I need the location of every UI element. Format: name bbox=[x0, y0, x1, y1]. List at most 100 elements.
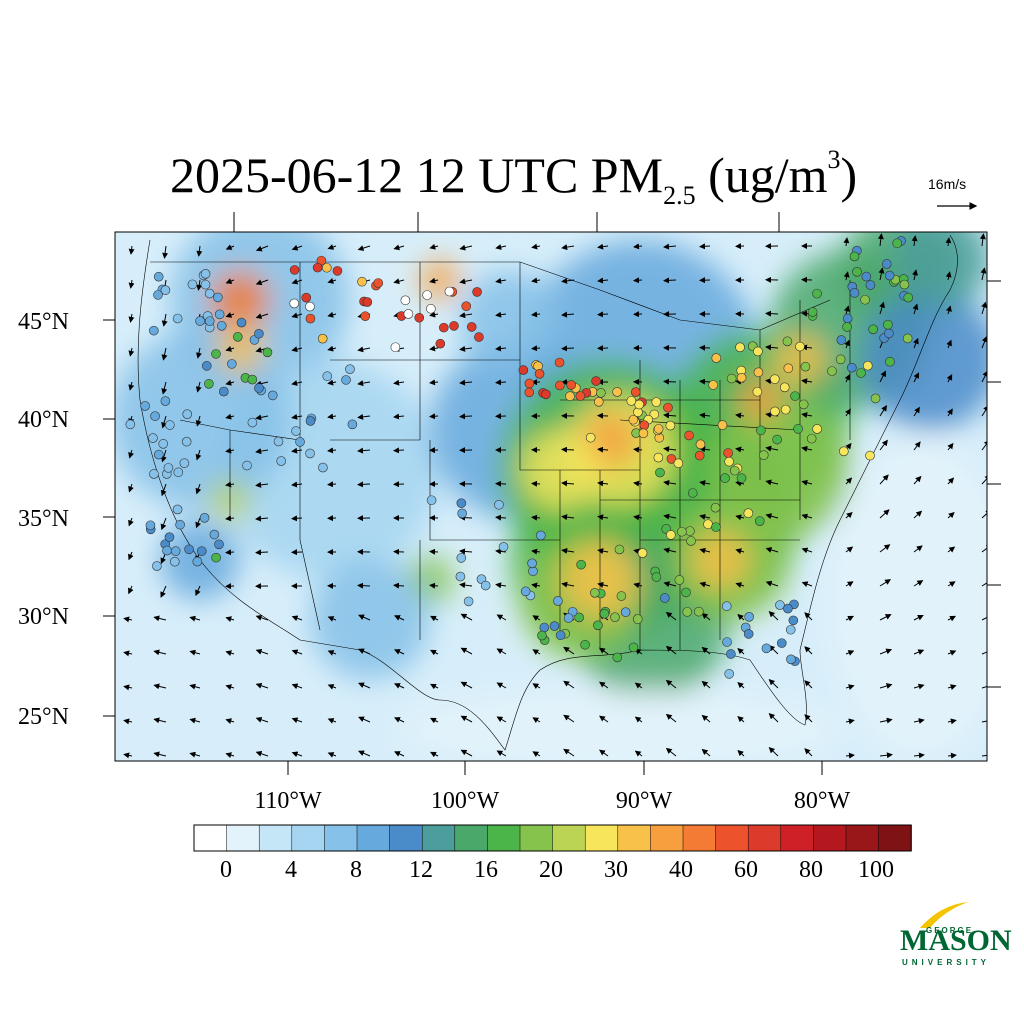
wind-vector bbox=[663, 479, 677, 486]
monitor-station bbox=[726, 373, 737, 384]
monitor-station bbox=[162, 545, 172, 556]
monitor-station bbox=[322, 371, 333, 382]
wind-vector bbox=[532, 683, 541, 689]
wind-vector bbox=[225, 413, 235, 420]
monitor-station bbox=[204, 316, 215, 326]
wind-vector bbox=[429, 548, 439, 555]
monitor-station bbox=[722, 637, 732, 647]
monitor-station bbox=[596, 388, 606, 398]
wind-vector bbox=[947, 615, 957, 622]
wind-vector bbox=[531, 548, 541, 555]
monitor-station bbox=[842, 322, 852, 332]
monitor-station bbox=[455, 571, 466, 582]
wind-vector bbox=[123, 650, 133, 657]
monitor-station bbox=[798, 399, 809, 410]
wind-vector bbox=[459, 413, 473, 420]
monitor-station bbox=[903, 292, 914, 303]
monitor-station bbox=[214, 539, 224, 550]
monitor-station bbox=[555, 380, 565, 391]
wind-vector bbox=[393, 413, 405, 420]
wind-vector bbox=[160, 483, 167, 497]
monitor-station bbox=[836, 335, 847, 345]
gmu-logo: GEORGE MASON UNIVERSITY bbox=[898, 900, 1012, 970]
wind-vector bbox=[161, 381, 168, 395]
monitor-station bbox=[711, 353, 722, 363]
monitor-station bbox=[289, 298, 300, 309]
monitor-station bbox=[628, 642, 639, 653]
wind-vector bbox=[123, 616, 133, 623]
wind-vector bbox=[801, 547, 813, 554]
monitor-station bbox=[247, 417, 258, 428]
wind-vector bbox=[394, 649, 405, 655]
monitor-station bbox=[341, 375, 351, 385]
wind-vector bbox=[877, 233, 884, 247]
wind-vector bbox=[531, 514, 541, 521]
wind-vector bbox=[153, 717, 167, 724]
monitor-station bbox=[684, 430, 694, 441]
wind-vector bbox=[495, 277, 507, 284]
monitor-station bbox=[753, 367, 764, 378]
monitor-station bbox=[247, 374, 258, 385]
wind-vector bbox=[737, 681, 745, 689]
wind-vector bbox=[291, 481, 303, 488]
wind-vector bbox=[128, 245, 135, 255]
colorbar-swatch bbox=[194, 825, 228, 851]
monitor-station bbox=[708, 380, 718, 390]
monitor-station bbox=[539, 622, 550, 633]
wind-vector bbox=[358, 750, 371, 757]
wind-vector bbox=[255, 279, 269, 286]
monitor-station bbox=[743, 508, 754, 519]
wind-vector bbox=[429, 345, 439, 352]
wind-vector bbox=[291, 312, 303, 319]
wind-vector bbox=[459, 548, 473, 555]
wind-vector bbox=[255, 648, 269, 655]
wind-vector bbox=[663, 446, 677, 453]
figure-title: 2025-06-12 12 UTC PM2.5 (ug/m3) bbox=[170, 145, 858, 210]
wind-vector bbox=[327, 447, 337, 454]
wind-vector bbox=[981, 335, 987, 349]
wind-vector bbox=[879, 439, 888, 451]
colorbar-swatch bbox=[878, 825, 912, 851]
colorbar-swatch bbox=[454, 825, 488, 851]
monitor-station bbox=[474, 332, 484, 342]
monitor-station bbox=[663, 402, 673, 413]
monitor-station bbox=[653, 424, 664, 434]
wind-vector bbox=[597, 446, 609, 453]
wind-vector bbox=[327, 311, 337, 318]
lat-label-35: 35°N bbox=[18, 506, 69, 532]
wind-vector bbox=[947, 752, 957, 759]
wind-vector bbox=[845, 718, 855, 725]
wind-vector bbox=[699, 581, 711, 588]
monitor-station bbox=[158, 439, 169, 449]
wind-vector bbox=[845, 408, 851, 417]
monitor-station bbox=[242, 460, 252, 471]
wind-vector bbox=[162, 245, 169, 259]
monitor-station bbox=[456, 498, 467, 508]
monitor-station bbox=[812, 288, 822, 299]
wind-vector bbox=[429, 649, 439, 656]
wind-vector bbox=[563, 680, 575, 689]
monitor-station bbox=[289, 265, 300, 275]
wind-vector bbox=[429, 277, 439, 284]
wind-vector bbox=[255, 481, 269, 488]
monitor-station bbox=[902, 333, 913, 344]
wind-vector bbox=[459, 278, 473, 285]
monitor-station bbox=[720, 473, 730, 483]
wind-vector bbox=[393, 379, 405, 386]
wind-vector bbox=[196, 279, 203, 291]
wind-vector bbox=[665, 645, 677, 655]
wind-vector bbox=[195, 585, 201, 597]
wind-vector bbox=[801, 513, 813, 520]
monitor-station bbox=[211, 349, 221, 359]
monitor-station bbox=[753, 346, 763, 357]
colorbar-swatch bbox=[357, 825, 391, 851]
wind-vector bbox=[844, 374, 851, 383]
monitor-station bbox=[236, 317, 247, 328]
monitor-station bbox=[770, 406, 780, 417]
wind-vector bbox=[225, 549, 235, 556]
monitor-station bbox=[639, 420, 650, 430]
wind-vector bbox=[291, 413, 303, 420]
wind-vector bbox=[358, 614, 371, 621]
colorbar-label: 12 bbox=[409, 857, 433, 883]
wind-vector bbox=[496, 716, 507, 723]
